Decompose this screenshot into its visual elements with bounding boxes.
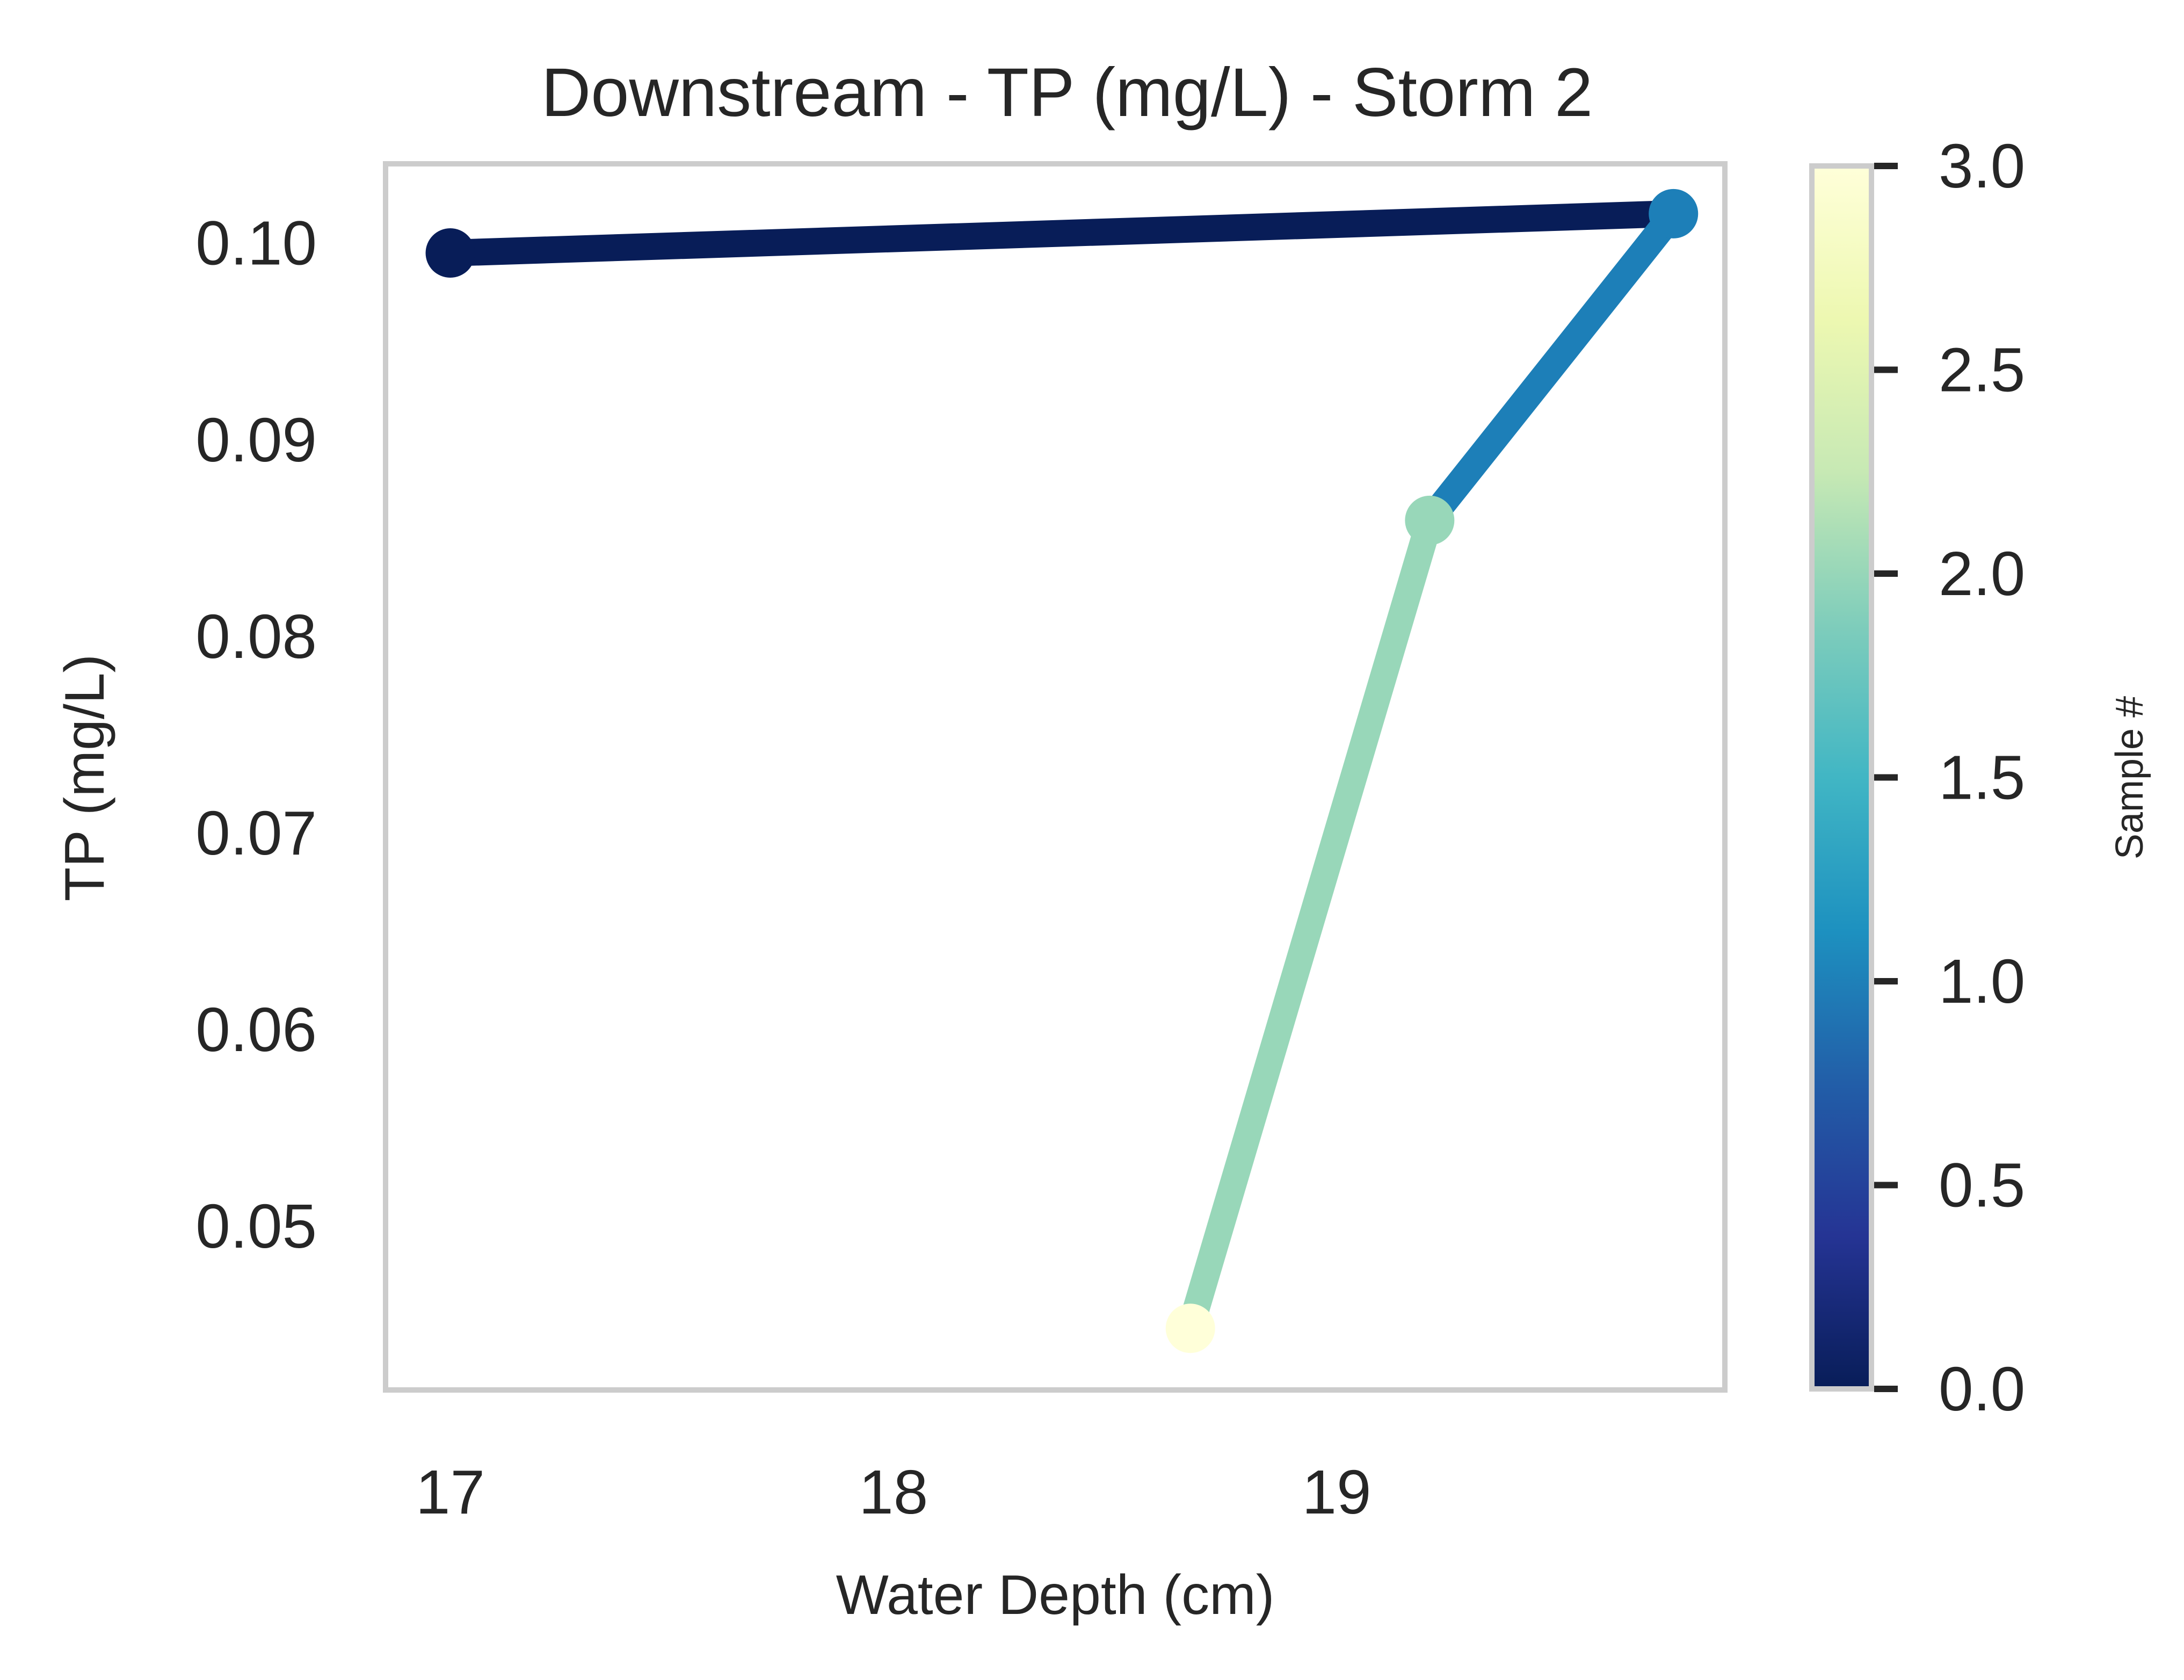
series-segment-1 xyxy=(1419,205,1684,529)
y-tick-label: 0.10 xyxy=(195,208,317,278)
y-axis-ticks: 0.05 0.06 0.07 0.08 0.09 0.10 xyxy=(195,208,317,1261)
colorbar-tick-label: 1.5 xyxy=(1939,743,2025,813)
x-axis-ticks: 17 18 19 xyxy=(416,1457,1372,1527)
colorbar-tick-label: 2.5 xyxy=(1939,335,2025,405)
x-tick-label: 19 xyxy=(1302,1457,1372,1527)
colorbar-label: Sample # xyxy=(2108,696,2151,859)
colorbar-tick-label: 0.5 xyxy=(1939,1150,2025,1220)
data-point-2 xyxy=(1405,495,1455,545)
x-axis-label: Water Depth (cm) xyxy=(836,1564,1275,1626)
data-point-1 xyxy=(1649,189,1699,238)
chart-title: Downstream - TP (mg/L) - Storm 2 xyxy=(541,54,1593,131)
y-tick-label: 0.06 xyxy=(195,995,317,1065)
colorbar xyxy=(1809,163,1874,1392)
y-tick-label: 0.07 xyxy=(195,798,317,868)
colorbar-tick-label: 3.0 xyxy=(1939,131,2025,201)
plot-frame xyxy=(383,161,1728,1393)
y-tick-label: 0.08 xyxy=(195,602,317,671)
y-axis-label: TP (mg/L) xyxy=(54,654,116,901)
series-segment-0 xyxy=(449,200,1674,267)
x-tick-label: 17 xyxy=(416,1457,485,1527)
y-tick-label: 0.09 xyxy=(195,405,317,475)
data-point-3 xyxy=(1165,1304,1215,1353)
colorbar-tick-label: 0.0 xyxy=(1939,1354,2025,1424)
series-segment-2 xyxy=(1177,516,1443,1333)
series-layer xyxy=(425,189,1699,1353)
y-tick-label: 0.05 xyxy=(195,1191,317,1261)
x-tick-label: 18 xyxy=(859,1457,928,1527)
data-point-0 xyxy=(425,228,475,278)
colorbar-tick-label: 2.0 xyxy=(1939,539,2025,609)
colorbar-ticks: 0.0 0.5 1.0 1.5 2.0 2.5 3.0 xyxy=(1874,131,2025,1424)
colorbar-tick-label: 1.0 xyxy=(1939,946,2025,1016)
